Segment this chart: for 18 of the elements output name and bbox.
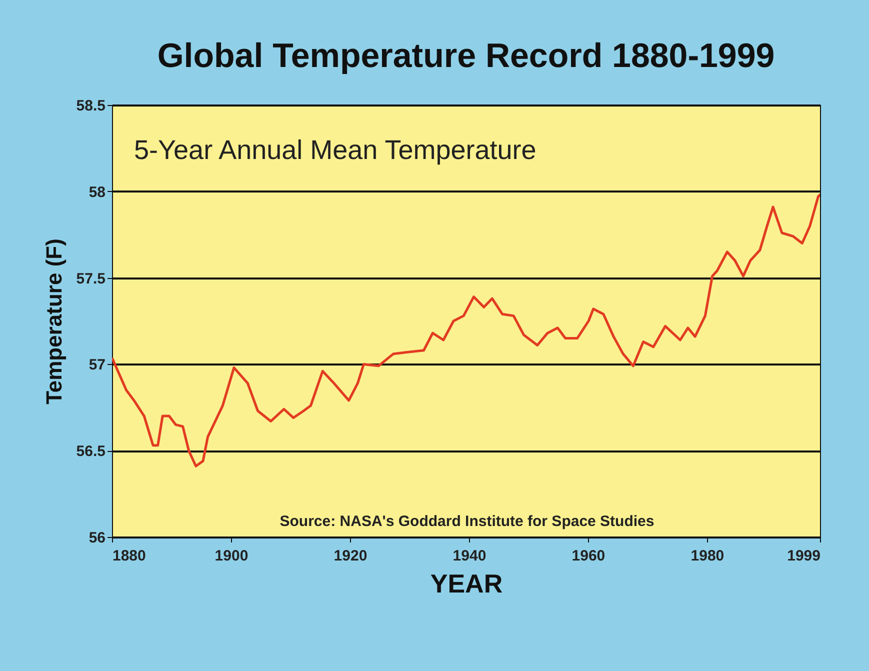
x-axis-title: YEAR bbox=[430, 568, 503, 598]
x-tick-label: 1880 bbox=[112, 548, 146, 564]
x-tick-label: 1920 bbox=[334, 548, 368, 564]
x-tick-label: 1999 bbox=[787, 548, 820, 564]
chart-title: Global Temperature Record 1880-1999 bbox=[157, 37, 775, 75]
annotation: Source: NASA's Goddard Institute for Space Studies bbox=[280, 513, 654, 530]
y-axis-title: Temperature (F) bbox=[41, 238, 66, 404]
y-tick-label: 56.5 bbox=[76, 443, 106, 460]
y-tick-label: 58.5 bbox=[76, 98, 106, 114]
x-tick-label: 1940 bbox=[452, 548, 486, 564]
x-tick-label: 1900 bbox=[214, 548, 248, 564]
y-tick-label: 58 bbox=[88, 184, 106, 201]
y-tick-label: 57.5 bbox=[76, 270, 106, 288]
y-tick-label: 56 bbox=[88, 530, 106, 546]
annotation: 5-Year Annual Mean Temperature bbox=[134, 135, 536, 165]
x-tick-label: 1980 bbox=[690, 548, 724, 564]
x-tick-label: 1960 bbox=[572, 548, 606, 564]
y-tick-label: 57 bbox=[88, 356, 106, 374]
